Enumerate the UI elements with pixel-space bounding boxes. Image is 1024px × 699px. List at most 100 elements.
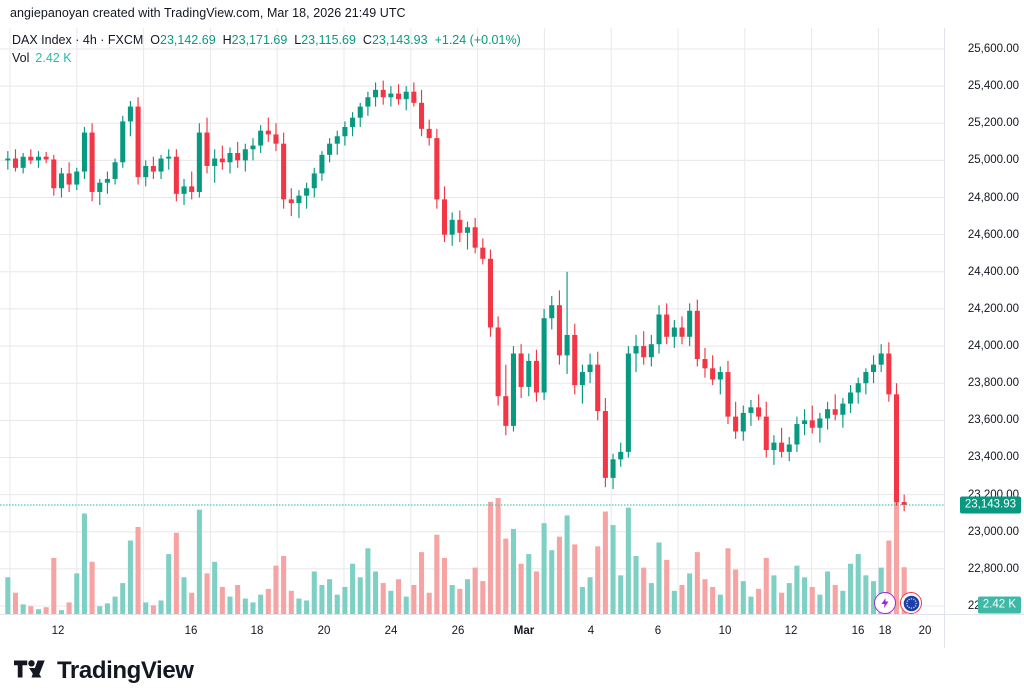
candle-body — [495, 327, 501, 397]
legend-close-value: 23,143.93 — [371, 33, 428, 47]
chart-plot-area[interactable] — [0, 28, 944, 614]
volume-bar — [503, 538, 509, 614]
candle-body — [89, 132, 95, 192]
volume-bar — [579, 586, 585, 614]
volume-bar — [449, 585, 455, 614]
legend-ohlc-row: DAX Index · 4h · FXCM O 23,142.69 H 23,171… — [12, 32, 521, 49]
volume-bar — [35, 609, 42, 614]
candle-body — [204, 132, 210, 166]
price-axis-tick: 23,600.00 — [967, 414, 1019, 427]
candle-body — [618, 451, 624, 460]
legend-symbol[interactable]: DAX Index · 4h · FXCM — [12, 33, 144, 47]
candle-body — [786, 444, 792, 452]
candle-body — [472, 227, 478, 248]
volume-bar — [633, 556, 639, 614]
candle-body — [901, 502, 907, 505]
candle-body — [273, 134, 279, 144]
candle-body — [319, 154, 325, 174]
candle-body — [579, 372, 585, 386]
volume-bar — [419, 552, 425, 614]
eu-flag-icon[interactable] — [900, 592, 922, 614]
candle-body — [250, 145, 256, 150]
legend-high-value: 23,171.69 — [231, 33, 288, 47]
lightning-bolt-icon[interactable] — [874, 592, 896, 614]
legend-volume-value: 2.42 K — [35, 51, 72, 65]
volume-bar — [112, 596, 118, 614]
volume-bar — [5, 577, 11, 614]
volume-bar — [487, 501, 494, 614]
volume-bar — [464, 579, 471, 614]
candle-body — [679, 327, 685, 337]
candle-body — [886, 353, 892, 395]
volume-bar — [863, 575, 869, 614]
price-axis-tick: 25,000.00 — [967, 154, 1019, 167]
candle-body — [771, 442, 777, 451]
candle-body — [564, 334, 570, 356]
candle-body — [449, 219, 455, 235]
price-axis-tick: 22,800.00 — [967, 562, 1019, 575]
candle-body — [150, 165, 156, 172]
candle-body — [541, 318, 547, 393]
volume-bar — [717, 594, 723, 614]
volume-bar — [265, 588, 271, 614]
chart-legend: DAX Index · 4h · FXCM O 23,142.69 H 23,171… — [12, 32, 521, 67]
time-scale[interactable]: 12 16 18 20 24 26 Mar 4 6 10 12 16 18 20 — [0, 614, 944, 649]
current-volume-badge[interactable]: 2.42 K — [977, 596, 1021, 614]
volume-bar — [258, 594, 264, 614]
volume-bar — [281, 556, 287, 614]
time-axis-tick: 10 — [718, 625, 732, 637]
candle-body — [602, 411, 608, 478]
candle-body — [863, 372, 869, 384]
legend-change-value: +1.24 (+0.01%) — [434, 33, 521, 47]
candle-body — [610, 459, 616, 478]
candle-body — [510, 353, 516, 426]
volume-bar — [610, 525, 616, 614]
volume-bar — [327, 579, 333, 614]
candle-body — [350, 117, 356, 127]
volume-bar — [235, 585, 241, 614]
candle-body — [480, 247, 486, 259]
candle-body — [388, 93, 394, 98]
candle-body — [235, 152, 241, 161]
price-scale[interactable]: 25,600.00 25,400.00 25,200.00 25,000.00 24,8… — [944, 28, 1024, 614]
volume-bar — [495, 498, 501, 614]
legend-volume-label[interactable]: Vol — [12, 51, 30, 65]
time-axis-tick: 12 — [51, 625, 65, 637]
candle-body — [258, 130, 264, 146]
volume-bar — [779, 592, 785, 614]
candle-body — [426, 128, 432, 139]
time-axis-tick: 6 — [654, 625, 662, 637]
candle-body — [373, 89, 379, 98]
candle-body — [779, 442, 785, 452]
candle-body — [158, 158, 164, 172]
volume-bar — [388, 590, 394, 614]
volume-bar — [189, 592, 195, 614]
volume-bar — [725, 548, 731, 614]
volume-bar — [166, 554, 172, 614]
volume-bar — [855, 554, 861, 614]
volume-bar — [196, 509, 202, 614]
volume-bar — [204, 573, 210, 614]
legend-open-value: 23,142.69 — [160, 33, 216, 47]
volume-bar — [373, 571, 379, 614]
candle-body — [342, 126, 348, 137]
candle-body — [664, 314, 670, 337]
tradingview-logo[interactable]: TradingView — [14, 657, 194, 685]
volume-bar — [342, 586, 348, 614]
candle-body — [748, 407, 754, 413]
current-price-badge[interactable]: 23,143.93 — [959, 496, 1021, 514]
price-axis-tick: 25,200.00 — [967, 117, 1019, 130]
legend-close-label: C — [362, 33, 372, 47]
legend-volume-row: Vol 2.42 K — [12, 50, 521, 67]
volume-bar — [518, 563, 524, 614]
volume-bar — [396, 579, 402, 614]
candle-body — [855, 383, 861, 393]
volume-bar — [81, 513, 87, 614]
candle-body — [595, 364, 601, 412]
volume-bar — [871, 581, 877, 614]
time-axis-tick: 24 — [384, 625, 398, 637]
price-axis-tick: 24,400.00 — [967, 265, 1019, 278]
candle-body — [104, 178, 110, 183]
candle-body — [166, 156, 172, 159]
volume-bar — [526, 554, 532, 614]
